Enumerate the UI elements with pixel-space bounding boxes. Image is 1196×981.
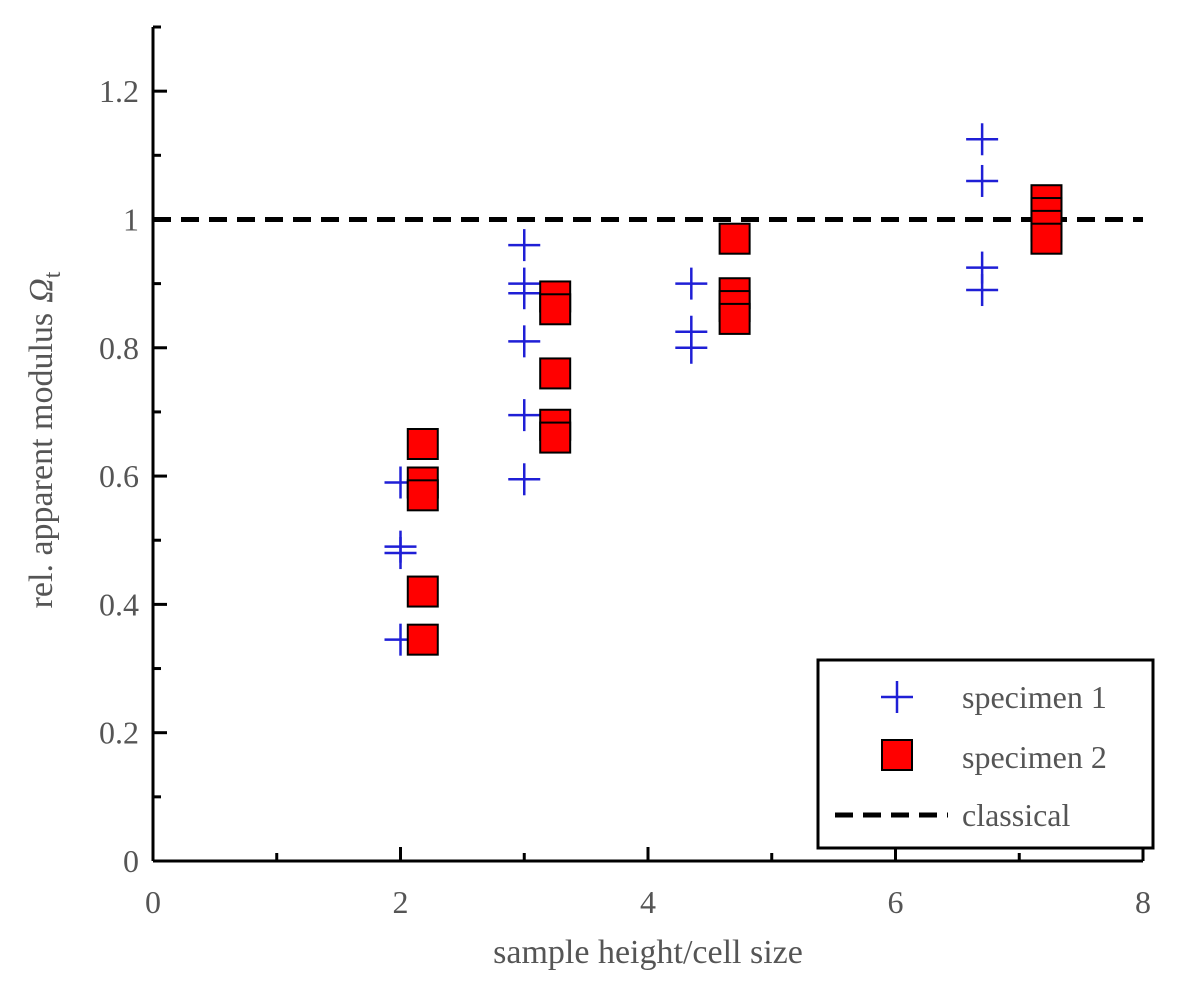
legend: specimen 1 specimen 2 classical (816, 658, 1155, 850)
x-tick-label: 0 (145, 884, 161, 920)
specimen-1-point (508, 229, 541, 262)
specimen-1-point (508, 399, 541, 432)
specimen-2-point (406, 623, 439, 656)
y-axis-title-text: rel. apparent modulus (23, 313, 60, 609)
specimen-1-point (675, 267, 708, 300)
y-tick-label: 1.2 (99, 73, 139, 109)
specimen-1-point (508, 463, 541, 496)
specimen-1-point (675, 331, 708, 364)
x-axis-ticks: 0 2 4 6 8 (145, 847, 1151, 920)
y-tick-label: 0 (123, 843, 139, 879)
specimen-1-point (966, 164, 999, 197)
x-tick-label: 2 (393, 884, 409, 920)
y-tick-label: 0.2 (99, 715, 139, 751)
legend-plus (881, 681, 913, 713)
specimen-1-points (384, 123, 999, 656)
specimen-1-point (508, 277, 541, 310)
x-tick-label: 8 (1135, 884, 1151, 920)
y-axis-title: rel. apparent modulus Ωt (23, 271, 66, 608)
y-tick-label: 0.8 (99, 330, 139, 366)
legend-marker-specimen-1 (881, 681, 913, 713)
specimen-2-points (406, 184, 1063, 656)
specimen-2-point (406, 428, 439, 460)
specimen-1-point (384, 537, 417, 570)
specimen-2-point (539, 357, 572, 390)
specimen-2-point (718, 302, 751, 335)
specimen-2-point (1030, 222, 1063, 255)
legend-label-classical: classical (962, 797, 1071, 833)
specimen-2-point (539, 421, 572, 454)
y-axis-title-symbol: Ω (23, 278, 60, 303)
specimen-2-point (539, 293, 572, 326)
specimen-2-point (718, 222, 751, 255)
specimen-1-point (966, 123, 999, 156)
y-tick-label: 0.4 (99, 586, 139, 622)
y-tick-label: 1 (123, 201, 139, 237)
specimen-1-point (966, 274, 999, 307)
legend-label-specimen-2: specimen 2 (962, 739, 1107, 775)
y-axis-title-subscript: t (40, 271, 66, 278)
specimen-1-point (508, 325, 541, 358)
legend-marker-specimen-2 (881, 739, 913, 771)
x-axis-title: sample height/cell size (493, 934, 803, 971)
legend-label-specimen-1: specimen 1 (962, 679, 1107, 715)
y-tick-label: 0.6 (99, 458, 139, 494)
legend-square (881, 739, 913, 771)
x-tick-label: 6 (888, 884, 904, 920)
specimen-2-point (406, 575, 439, 608)
specimen-2-point (406, 479, 439, 512)
x-tick-label: 4 (640, 884, 656, 920)
y-axis-ticks: 0 0.2 0.4 0.6 0.8 1 1.2 (99, 25, 167, 879)
